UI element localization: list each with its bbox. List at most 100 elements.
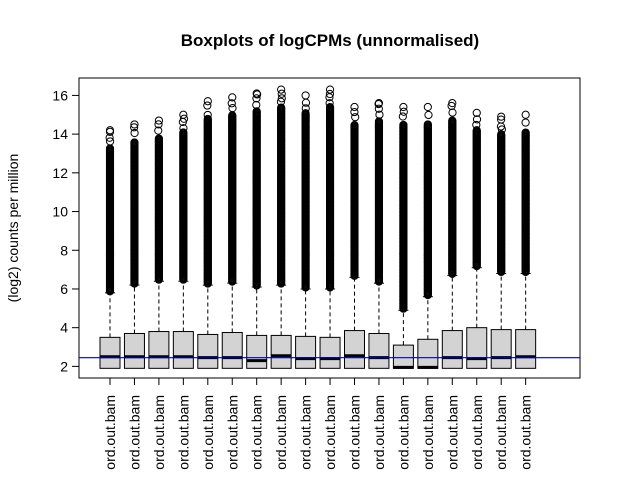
box — [246, 334, 268, 369]
outlier-point — [374, 104, 383, 113]
box-group: ord.out.bam — [270, 85, 292, 470]
box-group: ord.out.bam — [417, 102, 439, 470]
box — [344, 330, 365, 369]
x-tick-label: ord.out.bam — [200, 395, 216, 470]
x-tick-label: ord.out.bam — [102, 395, 118, 470]
box — [319, 336, 341, 369]
outlier-point — [521, 128, 530, 137]
outlier-point — [252, 94, 261, 103]
outlier-points — [447, 99, 457, 278]
outlier-point — [277, 85, 286, 94]
box — [368, 332, 390, 369]
box — [515, 329, 537, 369]
outlier-points — [203, 97, 212, 288]
outlier-point — [351, 113, 360, 122]
box — [392, 344, 414, 369]
outlier-point — [472, 108, 481, 117]
box — [123, 332, 145, 369]
outlier-point — [179, 114, 189, 123]
y-tick-label: 12 — [52, 165, 68, 181]
x-tick-label: ord.out.bam — [298, 395, 314, 470]
outlier-point — [277, 89, 286, 98]
outlier-point — [276, 97, 286, 106]
outlier-point — [154, 126, 163, 135]
outlier-points — [423, 102, 433, 300]
x-tick-label: ord.out.bam — [175, 395, 191, 470]
outlier-point — [448, 116, 457, 125]
outlier-point — [350, 121, 359, 130]
outlier-point — [301, 91, 310, 100]
box — [490, 329, 512, 369]
y-tick-label: 6 — [60, 281, 68, 297]
box-group: ord.out.bam — [246, 89, 268, 470]
outlier-point — [130, 123, 139, 132]
box-group: ord.out.bam — [172, 110, 194, 470]
box — [441, 330, 463, 369]
outlier-point — [179, 110, 188, 119]
outlier-points — [178, 110, 189, 284]
outlier-point — [424, 110, 433, 120]
outlier-points — [301, 91, 311, 292]
outlier-point — [105, 126, 115, 135]
y-axis-label: (log2) counts per million — [5, 154, 21, 303]
box-group: ord.out.bam — [515, 110, 537, 470]
box — [417, 338, 439, 369]
x-tick-label: ord.out.bam — [347, 395, 363, 470]
box-group: ord.out.bam — [368, 99, 390, 470]
y-tick-label: 10 — [52, 204, 68, 220]
outlier-point — [325, 99, 334, 108]
outlier-point — [203, 97, 212, 106]
outlier-points — [374, 99, 384, 286]
outlier-points — [398, 102, 408, 313]
box — [466, 327, 488, 369]
box-group: ord.out.bam — [441, 99, 463, 470]
outlier-point — [448, 99, 457, 108]
outlier-point — [521, 110, 530, 119]
outlier-point — [374, 99, 384, 108]
box — [270, 334, 292, 369]
outlier-points — [521, 110, 530, 277]
outlier-point — [497, 115, 506, 124]
box-group: ord.out.bam — [99, 126, 121, 470]
outlier-points — [325, 85, 335, 292]
box-group: ord.out.bam — [148, 116, 170, 470]
outlier-point — [277, 103, 286, 112]
outlier-point — [130, 128, 139, 138]
outlier-point — [301, 104, 310, 113]
box-group: ord.out.bam — [295, 91, 317, 470]
outlier-point — [130, 138, 139, 147]
box-group: ord.out.bam — [221, 93, 243, 470]
box — [197, 333, 219, 369]
outlier-point — [105, 137, 115, 146]
outlier-point — [374, 117, 384, 126]
outlier-point — [203, 110, 212, 120]
outlier-point — [179, 128, 188, 137]
outlier-point — [252, 107, 261, 116]
x-tick-label: ord.out.bam — [273, 395, 289, 470]
outlier-points — [130, 120, 139, 288]
box — [172, 331, 194, 369]
outlier-points — [496, 112, 506, 277]
outlier-point — [203, 114, 212, 124]
outlier-point — [154, 116, 163, 125]
outlier-points — [227, 93, 237, 286]
x-tick-label: ord.out.bam — [322, 395, 338, 470]
x-tick-label: ord.out.bam — [518, 395, 534, 470]
outlier-point — [472, 115, 482, 124]
outlier-points — [350, 102, 360, 280]
outlier-point — [154, 120, 163, 129]
outlier-point — [179, 124, 188, 133]
outlier-point — [423, 102, 432, 112]
outlier-point — [399, 107, 408, 116]
chart-title: Boxplots of logCPMs (unnormalised) — [181, 31, 479, 50]
outlier-point — [325, 103, 335, 112]
outlier-point — [301, 109, 310, 118]
outlier-point — [252, 100, 261, 110]
outlier-point — [375, 110, 384, 119]
x-tick-label: ord.out.bam — [469, 395, 485, 470]
outlier-point — [472, 120, 481, 130]
outlier-point — [399, 102, 408, 112]
x-tick-label: ord.out.bam — [420, 395, 436, 470]
outlier-point — [203, 101, 212, 110]
x-tick-label: ord.out.bam — [371, 395, 387, 470]
